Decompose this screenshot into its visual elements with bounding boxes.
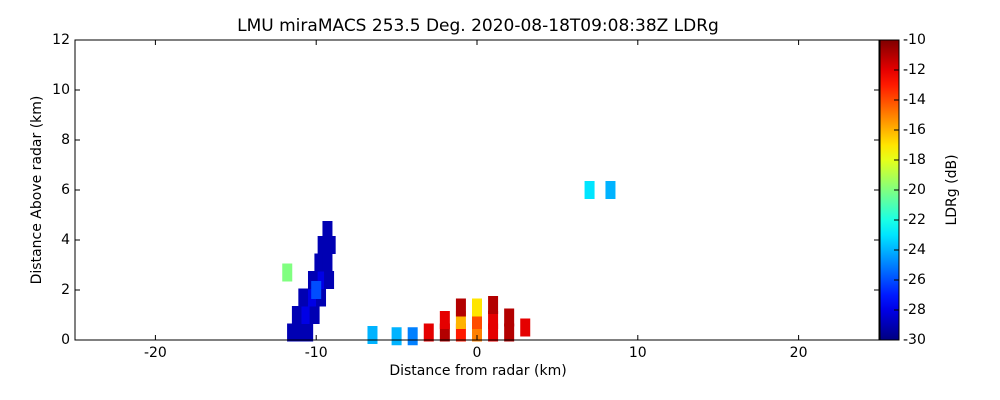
echo-cell	[287, 323, 298, 342]
echo-cell	[504, 323, 515, 342]
echo-cell	[291, 306, 302, 324]
chart-title: LMU miraMACS 253.5 Deg. 2020-08-18T09:08…	[237, 16, 719, 36]
echo-cell	[423, 323, 434, 342]
echo-cell	[303, 323, 314, 342]
echo-cell	[504, 308, 515, 327]
y-tick-label: 2	[61, 282, 70, 298]
y-tick-label: 0	[61, 332, 70, 348]
echo-cell	[472, 323, 482, 342]
echo-cell	[407, 327, 418, 346]
colorbar-tick-label: -22	[903, 212, 926, 228]
colorbar-tick-label: -30	[903, 332, 926, 348]
y-tick-label: 8	[61, 132, 70, 148]
x-tick-label: -20	[144, 345, 167, 361]
echo-cell	[301, 306, 312, 324]
colorbar-tick-label: -14	[903, 92, 926, 108]
colorbar-tick-label: -16	[903, 122, 926, 138]
colorbar-tick-label: -20	[903, 182, 926, 198]
echo-cell	[282, 263, 293, 282]
x-tick-label: -10	[305, 345, 328, 361]
echo-cell	[439, 323, 450, 342]
echo-cell	[488, 296, 499, 314]
echo-cell	[317, 236, 328, 254]
echo-cell	[309, 306, 320, 324]
y-tick-label: 10	[52, 82, 70, 98]
echo-cell	[367, 326, 378, 344]
x-axis-label: Distance from radar (km)	[389, 363, 566, 379]
colorbar-tick-label: -28	[903, 302, 926, 318]
echo-cell	[391, 327, 402, 346]
echo-cell	[322, 253, 333, 272]
echo-cell	[520, 318, 531, 337]
plot-frame	[74, 39, 880, 341]
echo-cell	[314, 253, 325, 272]
colorbar-tick-label: -24	[903, 242, 926, 258]
colorbar-tick-label: -26	[903, 272, 926, 288]
echo-cell	[605, 181, 616, 199]
y-axis-label: Distance Above radar (km)	[29, 96, 45, 285]
echo-cell	[307, 271, 318, 289]
colorbar-tick-label: -18	[903, 152, 926, 168]
echo-cell	[488, 323, 499, 342]
echo-cell	[298, 288, 309, 307]
y-tick-label: 6	[61, 182, 70, 198]
y-tick-label: 4	[61, 232, 70, 248]
echo-cell	[455, 298, 466, 317]
echo-cell	[311, 281, 322, 299]
echo-cell	[472, 311, 482, 329]
echo-cell	[322, 221, 333, 239]
x-tick-label: 20	[790, 345, 808, 361]
echo-cell	[317, 271, 328, 289]
y-tick-label: 12	[52, 32, 70, 48]
echo-cell	[455, 323, 466, 342]
colorbar-tick-label: -12	[903, 62, 926, 78]
x-tick-label: 0	[473, 345, 482, 361]
colorbar-tick-label: -10	[903, 32, 926, 48]
echo-cell	[488, 311, 499, 329]
x-tick-label: 10	[629, 345, 647, 361]
echo-cell	[325, 236, 336, 254]
echo-cell	[455, 311, 466, 329]
echo-cell	[324, 271, 335, 289]
echo-cell	[584, 181, 595, 199]
colorbar-label: LDRg (dB)	[944, 154, 960, 225]
echo-cell	[439, 311, 450, 329]
echo-cell	[295, 323, 306, 342]
echo-cell	[472, 298, 482, 317]
